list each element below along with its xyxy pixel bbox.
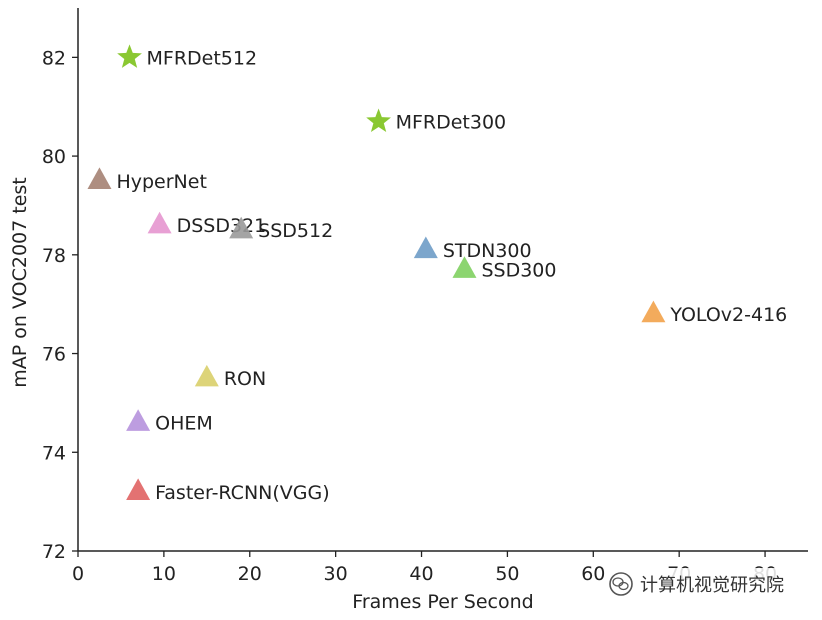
y-tick-label: 72	[42, 541, 66, 563]
point-label-mfrdet512: MFRDet512	[147, 47, 258, 69]
y-tick-label: 74	[42, 442, 66, 464]
point-label-yolov2-416: YOLOv2-416	[669, 304, 787, 326]
point-label-stdn300: STDN300	[443, 240, 532, 262]
point-label-hypernet: HyperNet	[116, 171, 206, 193]
point-label-faster-rcnn-vgg: Faster-RCNN(VGG)	[155, 482, 330, 504]
y-tick-label: 82	[42, 47, 66, 69]
point-label-ohem: OHEM	[155, 413, 213, 435]
axes	[77, 8, 808, 552]
x-tick-label: 60	[581, 563, 605, 585]
point-ohem	[126, 409, 151, 431]
x-tick-label: 0	[72, 563, 84, 585]
y-tick-label: 76	[42, 344, 66, 366]
y-axis-label: mAP on VOC2007 test	[9, 177, 31, 387]
point-label-mfrdet300: MFRDet300	[396, 112, 507, 134]
point-faster-rcnn-vgg	[126, 478, 151, 500]
x-tick-label: 20	[238, 563, 262, 585]
point-ron	[194, 364, 219, 387]
x-tick-label: 10	[152, 563, 176, 585]
point-mfrdet300	[366, 108, 391, 133]
point-ssd300	[452, 256, 477, 278]
watermark-text: 计算机视觉研究院	[640, 575, 784, 596]
y-ticks: 72 74 76 78 80 82	[42, 47, 78, 563]
point-hypernet	[87, 167, 112, 189]
point-yolov2-416	[641, 300, 666, 323]
point-label-dssd321: DSSD321	[177, 215, 267, 237]
y-tick-label: 78	[42, 245, 66, 267]
x-tick-label: 40	[409, 563, 433, 585]
y-tick-label: 80	[42, 146, 66, 168]
point-label-ron: RON	[224, 368, 266, 390]
point-mfrdet512	[117, 44, 142, 68]
point-dssd321	[147, 211, 172, 234]
x-tick-label: 50	[495, 563, 519, 585]
watermark: 计算机视觉研究院	[606, 568, 790, 600]
x-axis-label: Frames Per Second	[352, 591, 533, 613]
point-label-ssd300: SSD300	[481, 260, 556, 282]
wechat-icon	[609, 572, 633, 596]
point-ssd512	[229, 216, 254, 239]
point-stdn300	[413, 236, 438, 259]
x-tick-label: 30	[324, 563, 348, 585]
point-label-ssd512: SSD512	[258, 220, 333, 242]
